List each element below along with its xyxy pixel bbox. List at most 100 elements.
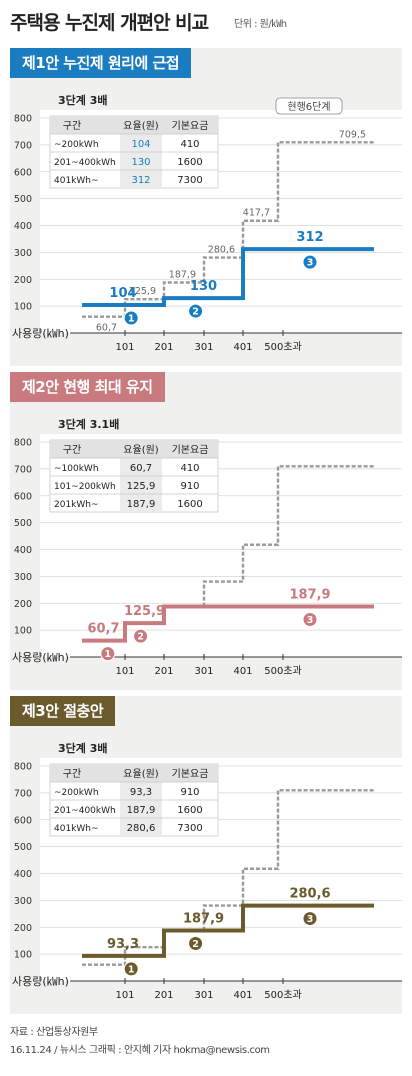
chart-plan2: 100 200 300 400 500 600 700 800 101 201 301 401 500초… <box>12 417 402 677</box>
proposal-value-label: 312 <box>296 230 323 245</box>
x-tick-label: 301 <box>194 342 213 353</box>
proposal-rate-line <box>82 247 374 308</box>
y-tick-label: 100 <box>14 626 32 637</box>
table-title: 3단계 3.1배 <box>58 417 119 431</box>
x-tick-label: 500초과 <box>264 341 302 353</box>
x-tick-label: 500초과 <box>264 665 302 677</box>
y-tick-label: 800 <box>14 762 32 773</box>
table-header-cell: 요율(원) <box>123 120 159 132</box>
table-header-cell: 기본요금 <box>172 444 209 456</box>
current-value-label: 709,5 <box>339 129 366 140</box>
proposal-value-label: 187,9 <box>289 588 330 603</box>
x-axis-label: 사용량(㎾h) <box>12 327 69 340</box>
x-tick-label: 401 <box>233 666 252 677</box>
table-cell: ~100kWh <box>54 464 99 474</box>
step-marker <box>188 936 204 952</box>
step-marker <box>302 612 318 628</box>
step-marker-number: 2 <box>192 939 199 950</box>
step-marker-number: 1 <box>104 649 111 660</box>
table-header-cell: 기본요금 <box>172 768 209 780</box>
table-cell: 201~400kWh <box>54 806 116 816</box>
table-cell: 125,9 <box>127 481 156 492</box>
chart-plan3: 100 200 300 400 500 600 700 800 101 201 301 401 500초… <box>12 741 402 1001</box>
x-tick-label: 401 <box>233 342 252 353</box>
panel-title: 제3안 절충안 <box>10 696 116 726</box>
step-marker-number: 3 <box>307 615 314 626</box>
y-tick-label: 600 <box>14 167 32 178</box>
y-tick-label: 500 <box>14 518 32 529</box>
table-header-cell: 요율(원) <box>123 768 159 780</box>
step-marker-number: 3 <box>307 258 314 269</box>
table-header-cell: 구간 <box>63 120 81 132</box>
x-tick-label: 201 <box>154 666 173 677</box>
table-header-row <box>50 116 218 134</box>
table-cell: 104 <box>131 139 150 150</box>
chart-panel-plan2: 제2안 현행 최대 유지 100 200 300 400 500 600 700 800 101… <box>10 372 402 690</box>
table-title: 3단계 3배 <box>58 93 108 107</box>
table-cell: 93,3 <box>130 787 152 798</box>
chart-panel-plan1: 제1안 누진제 원리에 근접 100 200 300 400 500 600 700 800 1… <box>10 48 402 366</box>
current-value-label: 417,7 <box>243 208 270 219</box>
step-marker-number: 1 <box>128 964 135 975</box>
proposal-rate-line <box>82 903 374 958</box>
table-cell: 910 <box>180 787 199 798</box>
x-tick-label: 201 <box>154 342 173 353</box>
step-marker-number: 2 <box>137 632 144 643</box>
step-marker <box>302 911 318 927</box>
y-tick-label: 500 <box>14 842 32 853</box>
y-tick-label: 400 <box>14 869 32 880</box>
rate-column-shade <box>120 134 162 188</box>
step-marker <box>123 961 139 977</box>
current-label-box <box>275 97 343 115</box>
y-tick-label: 500 <box>14 194 32 205</box>
x-tick-label: 401 <box>233 990 252 1001</box>
unit-note: 단위 : 원/㎾h <box>234 19 287 30</box>
x-tick-label: 301 <box>194 666 213 677</box>
current-value-label: 280,6 <box>208 245 235 256</box>
y-tick-label: 600 <box>14 815 32 826</box>
x-tick-label: 101 <box>115 342 134 353</box>
proposal-value-label: 60,7 <box>87 622 119 637</box>
step-marker <box>123 310 139 326</box>
x-tick-label: 201 <box>154 990 173 1001</box>
y-tick-label: 200 <box>14 599 32 610</box>
step-marker <box>302 254 318 270</box>
x-axis-label: 사용량(㎾h) <box>12 975 69 988</box>
y-tick-label: 100 <box>14 950 32 961</box>
table-header-cell: 기본요금 <box>172 120 209 132</box>
table-cell: 130 <box>131 157 150 168</box>
step-marker <box>100 646 116 662</box>
proposal-value-label: 280,6 <box>289 887 330 902</box>
current-rate-line <box>82 789 374 966</box>
table-cell: 910 <box>180 481 199 492</box>
y-tick-label: 600 <box>14 491 32 502</box>
y-tick-label: 400 <box>14 545 32 556</box>
proposal-rate-line <box>82 604 374 643</box>
table-cell: 401kWh~ <box>54 176 99 186</box>
table-cell: 1600 <box>177 157 202 168</box>
step-marker <box>133 628 149 644</box>
table-cell: 201kWh~ <box>54 500 99 510</box>
y-tick-label: 700 <box>14 464 32 475</box>
y-tick-label: 700 <box>14 788 32 799</box>
table-cell: 7300 <box>177 175 202 186</box>
y-tick-label: 400 <box>14 221 32 232</box>
table-cell: 1600 <box>177 499 202 510</box>
step-marker-number: 2 <box>192 307 199 318</box>
y-tick-label: 100 <box>14 302 32 313</box>
page-title: 주택용 누진제 개편안 비교 <box>10 12 209 34</box>
rate-column-shade <box>120 458 162 512</box>
header: 주택용 누진제 개편안 비교 단위 : 원/㎾h <box>10 8 402 40</box>
table-header-row <box>50 764 218 782</box>
table-cell: 312 <box>131 175 150 186</box>
table-header-cell: 구간 <box>63 768 81 780</box>
table-cell: 410 <box>180 463 199 474</box>
table-header-cell: 요율(원) <box>123 444 159 456</box>
proposal-value-label: 104 <box>109 286 136 301</box>
proposal-value-label: 187,9 <box>183 912 224 927</box>
current-rate-line <box>82 141 374 318</box>
proposal-value-label: 93,3 <box>107 937 139 952</box>
source-note: 자료 : 산업통상자원부 <box>10 1027 98 1038</box>
chart-panel-plan3: 제3안 절충안 100 200 300 400 500 600 700 800 101 201 30… <box>10 696 402 1014</box>
footer: 자료 : 산업통상자원부 16.11.24 / 뉴시스 그래픽 : 안지혜 기자… <box>10 1024 270 1060</box>
